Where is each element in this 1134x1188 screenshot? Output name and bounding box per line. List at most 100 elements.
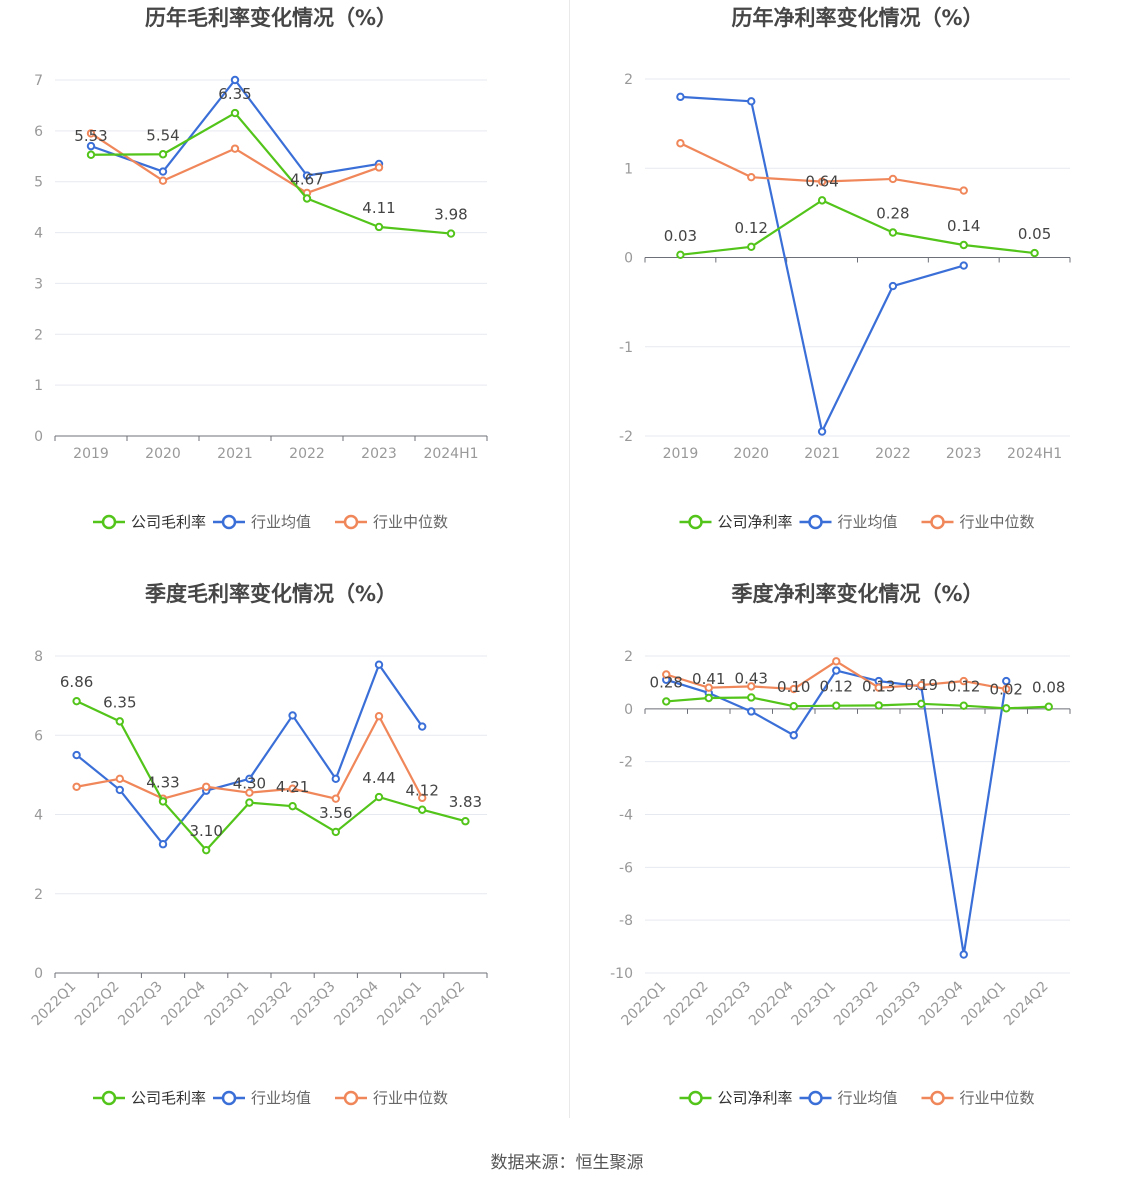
y-tick-label: 0 <box>624 702 633 718</box>
annual-gross-margin-chart: 历年毛利率变化情况（%） 0 1 2 3 4 5 6 7 2019 2020 2021 2022 2023… <box>34 6 488 531</box>
data-point-industry-avg <box>888 281 898 291</box>
data-point-industry-median <box>747 682 756 691</box>
data-label: 0.02 <box>990 680 1023 698</box>
data-point-industry-median <box>245 788 254 797</box>
y-tick-label: 6 <box>34 728 43 744</box>
x-tick-label: 2022Q4 <box>746 978 797 1029</box>
legend-marker <box>101 1090 117 1106</box>
x-tick-label: 2022Q4 <box>158 978 209 1029</box>
x-tick-label: 2020 <box>145 446 181 462</box>
y-tick-label: 5 <box>34 175 43 191</box>
y-tick-label: 4 <box>34 808 43 824</box>
panel-divider <box>569 0 570 1118</box>
legend-item-industry-avg: 行业均值 <box>213 513 311 531</box>
chart-title: 历年净利率变化情况（%） <box>731 6 983 30</box>
chart-panel-quarterly-gross-margin: 季度毛利率变化情况（%） 0 2 4 6 8 2022Q1 2022Q2 2022Q3 2022Q… <box>0 575 567 1150</box>
data-label: 4.67 <box>290 170 323 188</box>
data-point-industry-avg <box>230 75 240 85</box>
data-label: 6.35 <box>218 85 251 103</box>
data-point-company <box>374 792 384 802</box>
y-tick-label: 3 <box>34 276 43 292</box>
y-tick-label: -6 <box>619 860 633 876</box>
legend-item-industry-avg: 行业均值 <box>213 1089 311 1107</box>
legend-marker <box>808 1090 823 1106</box>
x-tick-label: 2024Q1 <box>958 979 1009 1030</box>
data-point-industry-avg <box>86 141 96 151</box>
x-tick-label: 2023Q4 <box>331 978 382 1029</box>
x-tick-label: 2024H1 <box>423 446 478 462</box>
x-tick-label: 2024H1 <box>1007 446 1062 462</box>
data-point-company <box>1002 704 1011 713</box>
data-point-industry-median <box>374 712 384 721</box>
legend-marker <box>221 1090 237 1106</box>
y-tick-label: 2 <box>624 72 633 88</box>
data-point-industry-median <box>230 144 240 153</box>
data-point-industry-median <box>1002 684 1011 694</box>
data-point-company <box>288 801 297 811</box>
data-point-company <box>1030 248 1039 258</box>
series-line-company <box>76 700 466 852</box>
legend-item-industry-avg: 行业均值 <box>799 1089 898 1107</box>
data-point-industry-median <box>202 782 211 791</box>
data-point-company <box>747 242 756 251</box>
series-line-industry-avg <box>680 95 965 433</box>
data-point-company <box>202 845 211 855</box>
y-tick-label: 2 <box>624 649 633 665</box>
x-tick-label: 2022Q1 <box>618 979 669 1030</box>
data-source-note: 数据来源：恒生聚源 <box>490 1153 644 1173</box>
data-point-industry-avg <box>302 171 312 180</box>
legend-label: 行业中位数 <box>373 513 448 531</box>
y-tick-label: 0 <box>34 429 43 445</box>
data-point-industry-avg <box>158 167 168 176</box>
data-point-industry-median <box>86 129 96 138</box>
annual-net-margin-chart: 历年净利率变化情况（%） -2 -1 0 1 2 2019 2020 2021 2022 2023 2… <box>619 6 1071 531</box>
data-point-industry-median <box>959 676 968 686</box>
legend-item-company: 公司净利率 <box>679 1089 793 1107</box>
series-line-company <box>680 199 1035 256</box>
data-label: 3.56 <box>319 804 352 822</box>
legend-item-industry-median: 行业中位数 <box>921 513 1035 531</box>
data-label: 5.53 <box>74 127 107 145</box>
legend-marker <box>808 514 823 530</box>
y-tick-label: 8 <box>34 649 43 665</box>
legend-item-industry-median: 行业中位数 <box>335 1089 448 1107</box>
legend-label: 公司净利率 <box>718 513 793 531</box>
data-label: 0.12 <box>947 678 980 696</box>
legend-label: 行业均值 <box>251 513 311 531</box>
legend-label: 行业中位数 <box>373 1089 448 1107</box>
data-label: 0.41 <box>692 670 725 688</box>
data-point-company <box>418 805 427 814</box>
data-label: 5.54 <box>146 126 179 144</box>
data-label: 4.21 <box>276 778 309 796</box>
data-point-industry-median <box>676 139 685 148</box>
x-tick-label: 2023Q1 <box>202 979 253 1030</box>
x-tick-label: 2019 <box>73 446 109 462</box>
data-label: 6.35 <box>103 693 136 711</box>
legend-marker <box>101 514 117 530</box>
x-tick-label: 2020 <box>733 446 769 462</box>
data-point-company <box>662 697 671 706</box>
x-tick-label: 2024Q1 <box>374 979 425 1030</box>
legend-label: 行业均值 <box>251 1089 311 1107</box>
y-tick-label: 7 <box>34 73 43 89</box>
data-point-industry-avg <box>1002 676 1011 686</box>
x-tick-label: 2022Q3 <box>703 979 754 1030</box>
data-point-industry-median <box>288 784 297 793</box>
data-point-industry-median <box>874 683 883 692</box>
x-tick-label: 2022Q3 <box>115 979 166 1030</box>
x-tick-label: 2023Q4 <box>916 978 967 1029</box>
chart-panel-quarterly-net-margin: 季度净利率变化情况（%） -10 -8 -6 -4 -2 0 2 2022Q1 2022Q2 202… <box>567 575 1134 1150</box>
data-label: 0.19 <box>905 676 938 694</box>
x-tick-label: 2024Q2 <box>1001 979 1052 1030</box>
data-point-company <box>817 196 827 205</box>
y-tick-label: -2 <box>619 755 633 771</box>
x-tick-label: 2023 <box>946 446 982 462</box>
y-tick-label: 1 <box>34 378 43 394</box>
data-point-company <box>86 150 96 159</box>
data-point-industry-avg <box>331 774 340 784</box>
x-tick-label: 2023Q2 <box>245 979 296 1030</box>
legend-marker <box>221 514 237 530</box>
data-label: 0.10 <box>777 678 810 696</box>
x-tick-label: 2022Q2 <box>661 979 712 1030</box>
x-tick-label: 2023Q1 <box>788 979 839 1030</box>
